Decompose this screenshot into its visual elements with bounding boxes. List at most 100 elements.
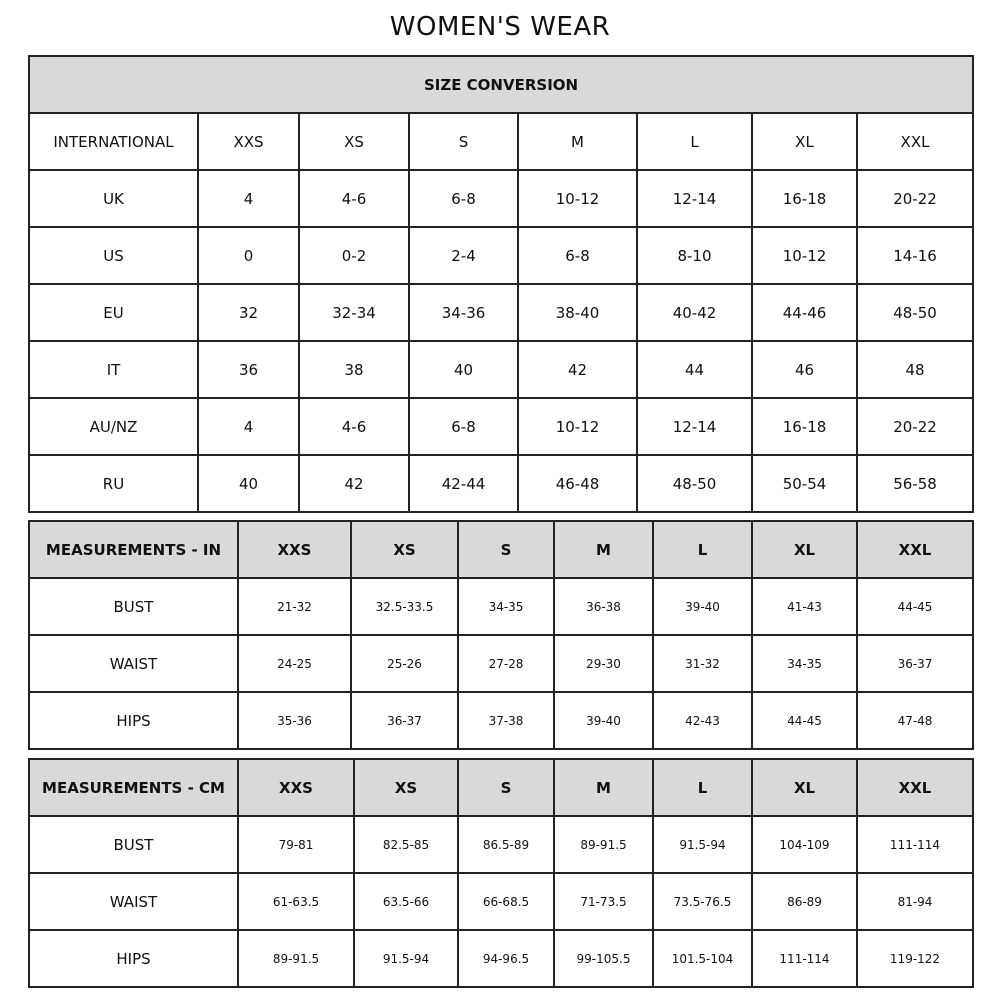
table-cell: 32-34 — [298, 283, 410, 342]
table-cell: 44 — [636, 340, 753, 399]
table-cell: 4 — [197, 169, 300, 228]
table-cell: 0 — [197, 226, 300, 285]
row-label: BUST — [28, 577, 239, 636]
table-cell: 86-89 — [751, 872, 858, 931]
table-cell: 42-43 — [652, 691, 753, 750]
table-cell: 44-45 — [856, 577, 974, 636]
table-cell: 36-37 — [350, 691, 459, 750]
table-cell: 42-44 — [408, 454, 519, 513]
table-cell: 4-6 — [298, 397, 410, 456]
table-cell: 6-8 — [408, 397, 519, 456]
table-cell: 34-35 — [751, 634, 858, 693]
table-cell: 50-54 — [751, 454, 858, 513]
header-label: MEASUREMENTS - IN — [28, 520, 239, 579]
table-cell: 20-22 — [855, 397, 975, 456]
table-cell: 10-12 — [517, 169, 638, 228]
table-row: HIPS 89-91.5 91.5-94 94-96.5 99-105.5 101.5-1… — [28, 929, 974, 988]
table-cell: 47-48 — [856, 691, 974, 750]
table-row: HIPS 35-36 36-37 37-38 39-40 42-43 44-45 47-48 — [28, 691, 974, 750]
table-cell: 32 — [197, 283, 300, 342]
table-header-row: INTERNATIONAL XXS XS S M L XL XXL — [28, 112, 975, 171]
row-label: WAIST — [28, 634, 239, 693]
row-label: HIPS — [28, 691, 239, 750]
table-cell: 89-91.5 — [237, 929, 355, 988]
table-cell: 38 — [298, 340, 410, 399]
measurements-cm-table: MEASUREMENTS - CM XXS XS S M L XL XXL BUST 79-81… — [28, 758, 974, 988]
table-cell: 91.5-94 — [652, 815, 753, 874]
table-cell: 61-63.5 — [237, 872, 355, 931]
table-cell: 36 — [197, 340, 300, 399]
table-cell: 34-35 — [457, 577, 555, 636]
table-cell: 4-6 — [298, 169, 410, 228]
table-cell: 21-32 — [237, 577, 352, 636]
table-cell: 31-32 — [652, 634, 753, 693]
table-cell: 41-43 — [751, 577, 858, 636]
row-label: US — [28, 226, 199, 285]
size-header-xxl: XXL — [856, 758, 974, 817]
row-label: RU — [28, 454, 199, 513]
table-cell: 39-40 — [553, 691, 654, 750]
table-row: AU/NZ 4 4-6 6-8 10-12 12-14 16-18 20-22 — [28, 397, 975, 456]
table-cell: 119-122 — [856, 929, 974, 988]
size-header-xs: XS — [298, 112, 410, 171]
table-cell: 56-58 — [855, 454, 975, 513]
table-cell: 73.5-76.5 — [652, 872, 753, 931]
table-cell: 12-14 — [636, 397, 753, 456]
table-cell: 34-36 — [408, 283, 519, 342]
table-cell: 71-73.5 — [553, 872, 654, 931]
table-cell: 44-46 — [751, 283, 858, 342]
table-header-row: MEASUREMENTS - IN XXS XS S M L XL XXL — [28, 520, 974, 579]
row-label: IT — [28, 340, 199, 399]
table-row: IT 36 38 40 42 44 46 48 — [28, 340, 975, 399]
table-cell: 79-81 — [237, 815, 355, 874]
size-header-xl: XL — [751, 520, 858, 579]
table-cell: 0-2 — [298, 226, 410, 285]
size-conversion-table: SIZE CONVERSION INTERNATIONAL XXS XS S M L XL X… — [27, 55, 975, 513]
row-label: HIPS — [28, 929, 239, 988]
table-cell: 104-109 — [751, 815, 858, 874]
table-cell: 42 — [517, 340, 638, 399]
size-header-xs: XS — [353, 758, 459, 817]
table-cell: 35-36 — [237, 691, 352, 750]
table-cell: 6-8 — [408, 169, 519, 228]
table-cell: 37-38 — [457, 691, 555, 750]
table-row: EU 32 32-34 34-36 38-40 40-42 44-46 48-50 — [28, 283, 975, 342]
row-label: WAIST — [28, 872, 239, 931]
table-cell: 101.5-104 — [652, 929, 753, 988]
page-title: WOMEN'S WEAR — [389, 12, 611, 42]
size-header-s: S — [457, 758, 555, 817]
table-cell: 86.5-89 — [457, 815, 555, 874]
table-cell: 46 — [751, 340, 858, 399]
table-cell: 111-114 — [856, 815, 974, 874]
size-header-xxs: XXS — [237, 758, 355, 817]
table-cell: 8-10 — [636, 226, 753, 285]
table-cell: 63.5-66 — [353, 872, 459, 931]
size-header-xl: XL — [751, 112, 858, 171]
table-cell: 91.5-94 — [353, 929, 459, 988]
table-cell: 14-16 — [855, 226, 975, 285]
table-cell: 10-12 — [751, 226, 858, 285]
table-cell: 25-26 — [350, 634, 459, 693]
table-cell: 32.5-33.5 — [350, 577, 459, 636]
table-cell: 81-94 — [856, 872, 974, 931]
header-label: INTERNATIONAL — [28, 112, 199, 171]
table-cell: 46-48 — [517, 454, 638, 513]
table-cell: 27-28 — [457, 634, 555, 693]
table-cell: 10-12 — [517, 397, 638, 456]
size-header-xs: XS — [350, 520, 459, 579]
table-cell: 111-114 — [751, 929, 858, 988]
size-header-xl: XL — [751, 758, 858, 817]
table-cell: 38-40 — [517, 283, 638, 342]
table-cell: 48 — [855, 340, 975, 399]
table-cell: 4 — [197, 397, 300, 456]
table-cell: 82.5-85 — [353, 815, 459, 874]
table-row: BUST 79-81 82.5-85 86.5-89 89-91.5 91.5-94 104… — [28, 815, 974, 874]
table-cell: 48-50 — [855, 283, 975, 342]
size-header-s: S — [408, 112, 519, 171]
size-header-l: L — [652, 520, 753, 579]
size-header-l: L — [636, 112, 753, 171]
table-cell: 44-45 — [751, 691, 858, 750]
table-cell: 2-4 — [408, 226, 519, 285]
table-cell: 48-50 — [636, 454, 753, 513]
table-cell: 6-8 — [517, 226, 638, 285]
